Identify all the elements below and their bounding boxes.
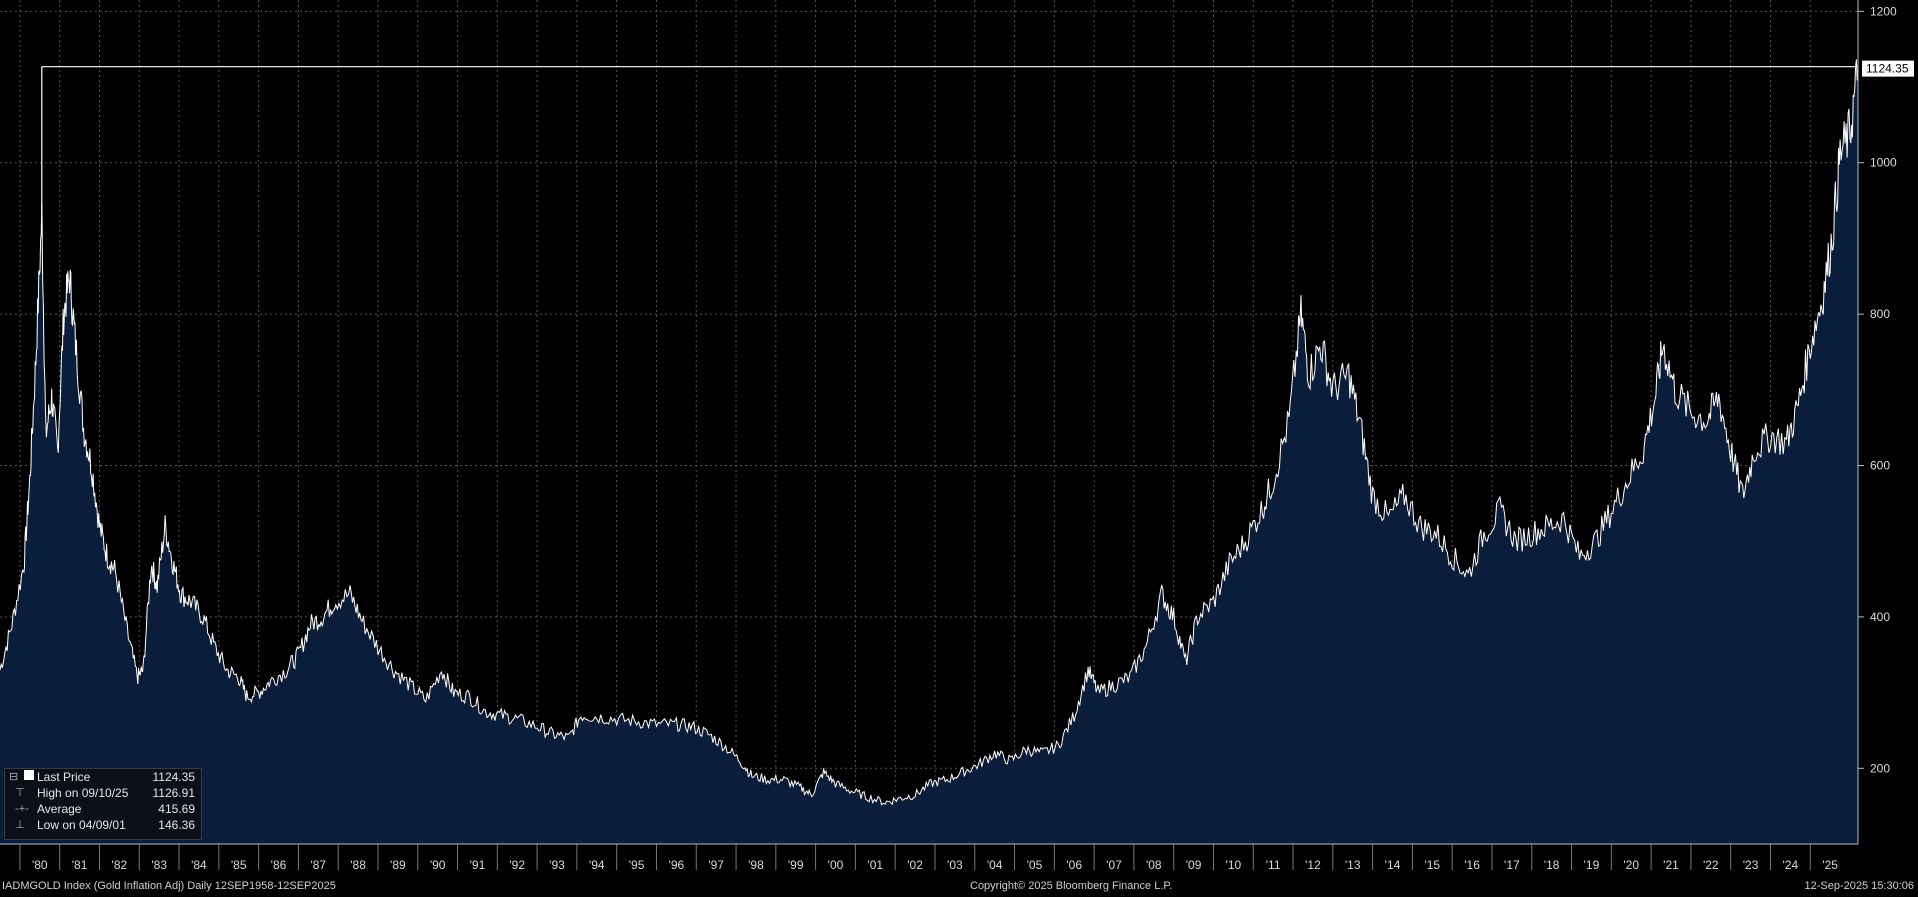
x-tick-label: '19 bbox=[1584, 858, 1600, 872]
footer-timestamp: 12-Sep-2025 15:30:06 bbox=[1804, 880, 1914, 892]
y-tick-label: 800 bbox=[1870, 307, 1890, 321]
price-area-fill bbox=[0, 59, 1858, 844]
x-tick-label: '95 bbox=[629, 858, 645, 872]
legend-box: ⊟ Last Price 1124.35 ⊤ High on 09/10/25 … bbox=[4, 768, 202, 840]
x-tick-label: '91 bbox=[470, 858, 486, 872]
x-tick-label: '18 bbox=[1544, 858, 1560, 872]
high-marker-icon: ⊤ bbox=[9, 787, 25, 799]
x-tick-label: '90 bbox=[430, 858, 446, 872]
x-tick-label: '86 bbox=[271, 858, 287, 872]
x-tick-label: '81 bbox=[72, 858, 88, 872]
legend-row-high: ⊤ High on 09/10/25 1126.91 bbox=[5, 785, 201, 801]
legend-value: 146.36 bbox=[158, 818, 195, 832]
legend-value: 1124.35 bbox=[152, 770, 196, 784]
x-tick-label: '11 bbox=[1266, 858, 1281, 872]
x-tick-label: '98 bbox=[748, 858, 764, 872]
x-tick-label: '20 bbox=[1623, 858, 1639, 872]
x-tick-label: '08 bbox=[1146, 858, 1162, 872]
x-tick-label: '06 bbox=[1066, 858, 1082, 872]
x-tick-label: '13 bbox=[1345, 858, 1361, 872]
legend-value: 1126.91 bbox=[152, 786, 196, 800]
x-tick-label: '80 bbox=[32, 858, 48, 872]
x-tick-label: '23 bbox=[1743, 858, 1759, 872]
x-tick-label: '85 bbox=[231, 858, 247, 872]
x-tick-label: '96 bbox=[669, 858, 685, 872]
x-tick-label: '04 bbox=[987, 858, 1003, 872]
average-marker-icon: -+- bbox=[9, 803, 29, 815]
y-tick-label: 600 bbox=[1870, 459, 1890, 473]
x-tick-label: '99 bbox=[788, 858, 804, 872]
grid-lines bbox=[0, 0, 1858, 844]
price-series-line bbox=[0, 59, 1859, 806]
y-tick-label: 200 bbox=[1870, 761, 1890, 775]
x-tick-label: '16 bbox=[1464, 858, 1480, 872]
x-tick-label: '03 bbox=[947, 858, 963, 872]
x-tick-label: '87 bbox=[310, 858, 326, 872]
x-tick-label: '88 bbox=[350, 858, 366, 872]
legend-value: 415.69 bbox=[158, 802, 195, 816]
y-axis-ticks: 200 400 600 800 1000 1200 bbox=[1870, 4, 1897, 775]
high-line bbox=[41, 66, 1858, 216]
x-tick-label: '15 bbox=[1424, 858, 1440, 872]
x-tick-label: '93 bbox=[549, 858, 565, 872]
last-price-label: 1124.35 bbox=[1866, 62, 1909, 76]
footer-copyright: Copyright© 2025 Bloomberg Finance L.P. bbox=[970, 880, 1173, 892]
y-tick-label: 1200 bbox=[1870, 4, 1897, 18]
legend-row-low: ⊥ Low on 04/09/01 146.36 bbox=[5, 817, 201, 833]
price-area bbox=[0, 59, 1858, 844]
low-marker-icon: ⊥ bbox=[9, 819, 25, 831]
x-tick-label: '09 bbox=[1186, 858, 1202, 872]
x-tick-label: '02 bbox=[907, 858, 923, 872]
legend-row-average: -+- Average 415.69 bbox=[5, 801, 201, 817]
x-tick-label: '00 bbox=[828, 858, 844, 872]
legend-label: Low on 04/09/01 bbox=[37, 818, 126, 832]
x-tick-label: '97 bbox=[708, 858, 724, 872]
x-tick-label: '12 bbox=[1305, 858, 1321, 872]
x-tick-label: '25 bbox=[1822, 858, 1838, 872]
legend-label: Last Price bbox=[37, 770, 91, 784]
legend-label: High on 09/10/25 bbox=[37, 786, 129, 800]
x-tick-label: '17 bbox=[1504, 858, 1520, 872]
legend-row-last-price: ⊟ Last Price 1124.35 bbox=[5, 769, 201, 785]
x-tick-label: '24 bbox=[1783, 858, 1799, 872]
legend-label: Average bbox=[37, 802, 82, 816]
last-price-label-box bbox=[1862, 60, 1914, 77]
last-price-swatch-icon: ⊟ bbox=[5, 769, 37, 785]
last-price-marker: 1124.35 bbox=[1862, 60, 1914, 77]
x-tick-label: '07 bbox=[1106, 858, 1122, 872]
x-tick-label: '94 bbox=[589, 858, 605, 872]
x-tick-label: '22 bbox=[1703, 858, 1719, 872]
y-tick-label: 1000 bbox=[1870, 156, 1897, 170]
x-tick-label: '89 bbox=[390, 858, 406, 872]
x-tick-label: '21 bbox=[1663, 858, 1679, 872]
x-tick-label: '14 bbox=[1385, 858, 1401, 872]
x-tick-label: '83 bbox=[151, 858, 167, 872]
x-tick-label: '10 bbox=[1226, 858, 1242, 872]
x-tick-label: '01 bbox=[867, 858, 883, 872]
x-tick-label: '05 bbox=[1027, 858, 1043, 872]
axes bbox=[0, 0, 1864, 870]
footer-security-info: IADMGOLD Index (Gold Inflation Adj) Dail… bbox=[2, 880, 336, 892]
x-axis-ticks: '80 '81 '82 '83 '84 '85 '86 '87 '88 '89 '90 '91 '92 '… bbox=[32, 858, 1838, 872]
y-tick-label: 400 bbox=[1870, 610, 1890, 624]
price-line bbox=[0, 59, 1859, 806]
x-tick-label: '92 bbox=[509, 858, 525, 872]
x-tick-label: '84 bbox=[191, 858, 207, 872]
x-tick-label: '82 bbox=[112, 858, 128, 872]
